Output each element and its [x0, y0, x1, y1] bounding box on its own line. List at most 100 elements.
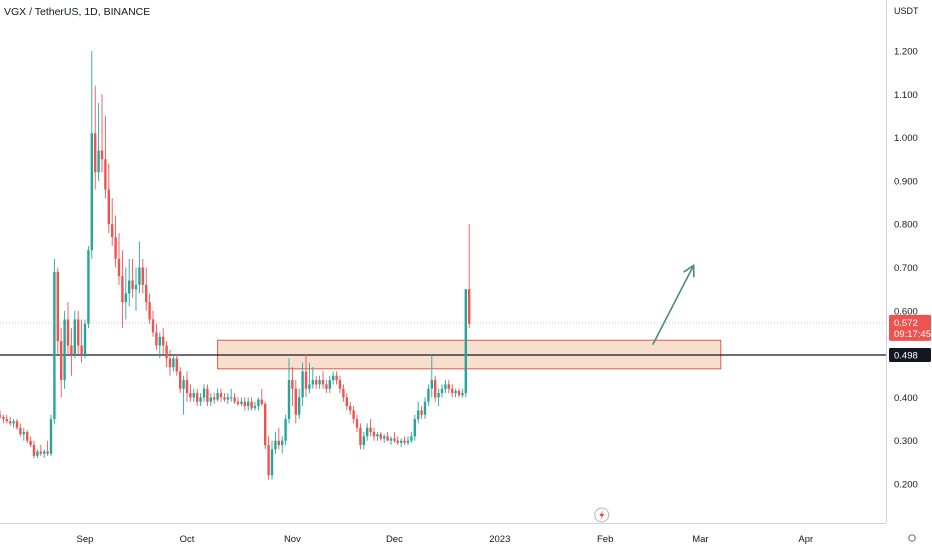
candle[interactable]	[12, 419, 15, 428]
candle[interactable]	[277, 427, 280, 450]
candle[interactable]	[189, 384, 192, 402]
candle[interactable]	[94, 85, 97, 190]
candle[interactable]	[114, 215, 117, 268]
candle[interactable]	[403, 436, 406, 446]
candle[interactable]	[257, 397, 260, 411]
candle[interactable]	[15, 419, 19, 430]
candle[interactable]	[243, 397, 246, 411]
candle[interactable]	[355, 414, 359, 433]
candle[interactable]	[366, 423, 369, 441]
candle[interactable]	[236, 397, 240, 407]
candle[interactable]	[349, 401, 352, 415]
candle[interactable]	[318, 375, 321, 389]
candle[interactable]	[165, 341, 168, 368]
candle[interactable]	[328, 375, 331, 394]
candle[interactable]	[29, 436, 32, 448]
candle[interactable]	[393, 432, 396, 443]
projection-arrow-line[interactable]	[652, 264, 695, 345]
candle[interactable]	[60, 328, 63, 398]
candle[interactable]	[162, 328, 165, 355]
candle[interactable]	[124, 267, 127, 320]
candle[interactable]	[19, 423, 22, 437]
candle[interactable]	[447, 380, 450, 394]
candle[interactable]	[383, 434, 386, 443]
candle[interactable]	[332, 371, 335, 385]
candle[interactable]	[104, 115, 107, 199]
candle[interactable]	[196, 388, 199, 407]
candle[interactable]	[5, 414, 8, 424]
candle[interactable]	[321, 371, 325, 389]
candle[interactable]	[451, 384, 454, 398]
candle[interactable]	[22, 427, 25, 441]
candle[interactable]	[158, 332, 161, 359]
candle[interactable]	[427, 384, 430, 407]
candle[interactable]	[39, 445, 42, 456]
candle[interactable]	[9, 416, 12, 426]
candle[interactable]	[417, 401, 420, 424]
candle[interactable]	[216, 388, 219, 402]
candle[interactable]	[206, 384, 209, 407]
candle[interactable]	[379, 432, 382, 441]
candle[interactable]	[36, 449, 39, 459]
candle[interactable]	[185, 371, 189, 402]
candle[interactable]	[83, 319, 87, 359]
price-axis[interactable]: USDT 1.200 1.100 1.000 0.900 0.800 0.700 0.600…	[894, 6, 919, 491]
plot-area[interactable]	[0, 0, 886, 523]
candle[interactable]	[335, 371, 338, 385]
candle[interactable]	[454, 388, 457, 398]
candle[interactable]	[121, 250, 124, 329]
candle[interactable]	[359, 423, 362, 450]
candle[interactable]	[386, 432, 389, 441]
candle[interactable]	[410, 432, 413, 443]
candle[interactable]	[260, 388, 263, 407]
candle[interactable]	[247, 397, 250, 411]
gear-icon[interactable]	[908, 534, 916, 542]
candle[interactable]	[413, 414, 416, 441]
candle[interactable]	[73, 310, 76, 359]
candle[interactable]	[315, 375, 318, 389]
candle[interactable]	[270, 440, 274, 480]
time-axis[interactable]: Sep Oct Nov Dec 2023 Feb Mar Apr	[77, 534, 814, 545]
candle[interactable]	[308, 362, 311, 394]
candle[interactable]	[233, 393, 236, 404]
candle[interactable]	[134, 267, 138, 311]
candle[interactable]	[396, 436, 399, 446]
candle[interactable]	[298, 388, 301, 420]
candle[interactable]	[53, 258, 56, 424]
candle[interactable]	[362, 432, 365, 450]
candle[interactable]	[168, 349, 172, 376]
candle[interactable]	[345, 393, 348, 411]
candle[interactable]	[43, 449, 46, 459]
candle[interactable]	[145, 267, 148, 311]
candle[interactable]	[219, 388, 223, 402]
candle[interactable]	[56, 267, 59, 355]
candle[interactable]	[63, 310, 66, 389]
candle[interactable]	[2, 414, 5, 424]
candle[interactable]	[111, 198, 114, 246]
candle[interactable]	[97, 102, 100, 181]
candle[interactable]	[369, 419, 372, 437]
candle[interactable]	[172, 354, 175, 372]
candle[interactable]	[128, 258, 131, 307]
candle[interactable]	[131, 258, 134, 298]
candle[interactable]	[434, 375, 437, 402]
candle[interactable]	[287, 358, 291, 424]
lightning-icon[interactable]	[594, 507, 610, 523]
candle[interactable]	[100, 94, 104, 173]
candle[interactable]	[440, 384, 444, 398]
candle[interactable]	[274, 432, 277, 454]
candle[interactable]	[117, 232, 121, 285]
candle[interactable]	[444, 380, 447, 394]
candle[interactable]	[430, 354, 433, 398]
candles[interactable]	[0, 51, 471, 480]
drawings-layer[interactable]	[594, 263, 695, 523]
candle[interactable]	[90, 51, 93, 259]
candle[interactable]	[291, 367, 294, 407]
candle[interactable]	[457, 388, 461, 398]
demand-zone-layer[interactable]	[0, 339, 886, 370]
candle[interactable]	[304, 354, 308, 398]
candle[interactable]	[192, 388, 195, 402]
candle[interactable]	[267, 436, 270, 480]
candle[interactable]	[253, 401, 257, 411]
